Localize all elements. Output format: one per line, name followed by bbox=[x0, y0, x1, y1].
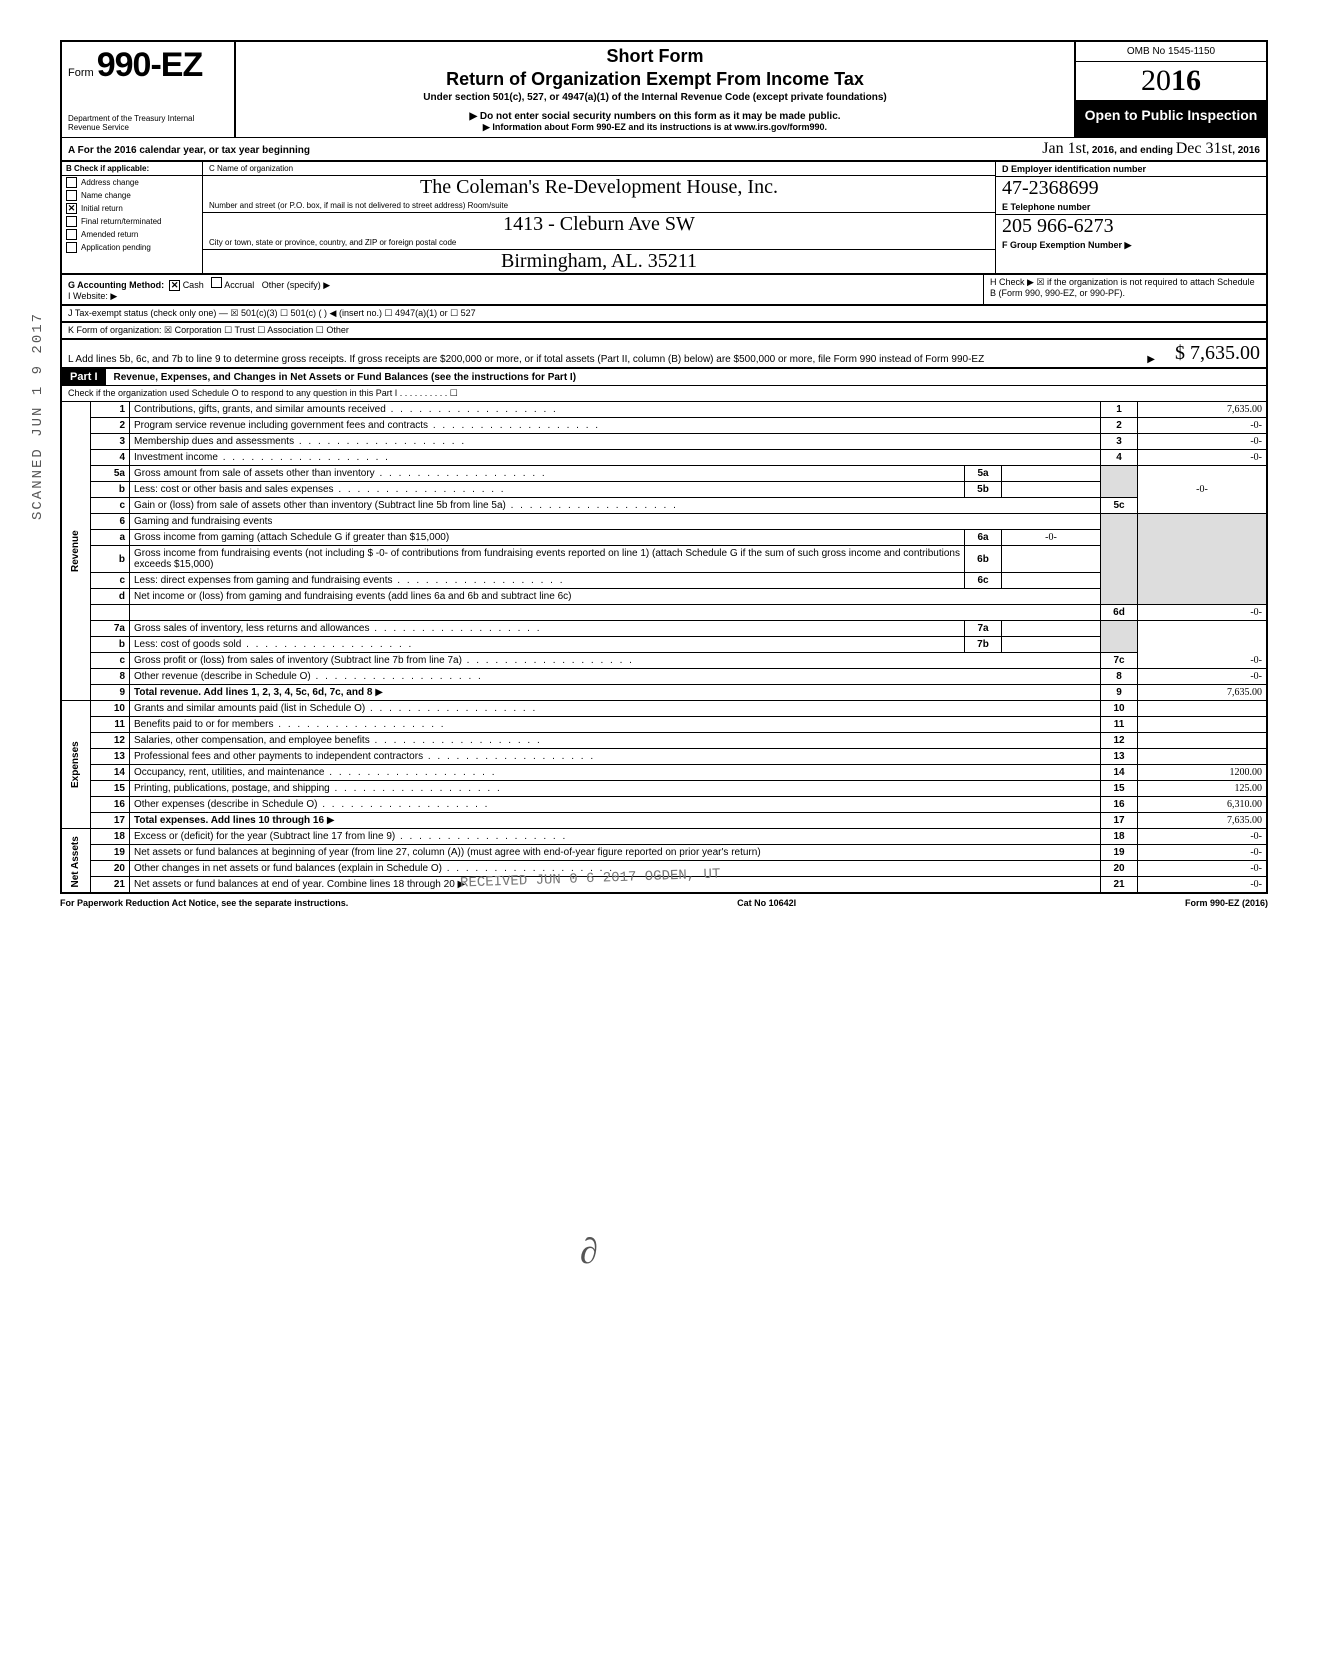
form-header: Form 990-EZ Department of the Treasury I… bbox=[60, 40, 1268, 137]
open-to-public: Open to Public Inspection bbox=[1076, 101, 1266, 137]
phone-label: E Telephone number bbox=[996, 200, 1266, 215]
check-final-return[interactable] bbox=[66, 216, 77, 227]
org-address: 1413 - Cleburn Ave SW bbox=[203, 213, 995, 236]
page-footer: For Paperwork Reduction Act Notice, see … bbox=[60, 894, 1268, 912]
under-section: Under section 501(c), 527, or 4947(a)(1)… bbox=[246, 92, 1064, 103]
org-city: Birmingham, AL. 35211 bbox=[203, 250, 995, 273]
row-h-schedule-b: H Check ▶ ☒ if the organization is not r… bbox=[983, 275, 1266, 304]
check-cash[interactable]: ✕ bbox=[169, 280, 180, 291]
omb-number: OMB No 1545-1150 bbox=[1076, 42, 1266, 62]
org-name: The Coleman's Re-Development House, Inc. bbox=[203, 176, 995, 199]
row-gh: G Accounting Method: ✕ Cash Accrual Othe… bbox=[60, 273, 1268, 304]
group-exemption-label: F Group Exemption Number ▶ bbox=[996, 238, 1266, 253]
check-amended[interactable] bbox=[66, 229, 77, 240]
row-a-tax-year: A For the 2016 calendar year, or tax yea… bbox=[60, 137, 1268, 160]
dept-treasury: Department of the Treasury Internal Reve… bbox=[68, 115, 228, 133]
cat-number: Cat No 10642I bbox=[737, 898, 796, 908]
ein-value: 47-2368699 bbox=[996, 177, 1266, 200]
ein-label: D Employer identification number bbox=[996, 162, 1266, 177]
row-j-tax-status: J Tax-exempt status (check only one) — ☒… bbox=[60, 304, 1268, 321]
check-initial-return[interactable]: ✕ bbox=[66, 203, 77, 214]
form-number: Form 990-EZ bbox=[68, 46, 228, 85]
form-ref: Form 990-EZ (2016) bbox=[1185, 898, 1268, 908]
return-title: Return of Organization Exempt From Incom… bbox=[246, 69, 1064, 90]
check-address-change[interactable] bbox=[66, 177, 77, 188]
row-k-org-form: K Form of organization: ☒ Corporation ☐ … bbox=[60, 321, 1268, 338]
row-l-gross-receipts: L Add lines 5b, 6c, and 7b to line 9 to … bbox=[60, 338, 1268, 367]
part1-title: Revenue, Expenses, and Changes in Net As… bbox=[106, 370, 1266, 385]
entity-info-grid: B Check if applicable: Address change Na… bbox=[60, 160, 1268, 273]
info-url: ▶ Information about Form 990-EZ and its … bbox=[246, 122, 1064, 133]
org-name-label: C Name of organization bbox=[203, 162, 995, 176]
netassets-side-label: Net Assets bbox=[61, 829, 91, 894]
phone-value: 205 966-6273 bbox=[996, 215, 1266, 238]
ssn-warning: ▶ Do not enter social security numbers o… bbox=[246, 111, 1064, 122]
part1-check-line: Check if the organization used Schedule … bbox=[60, 386, 1268, 401]
col-b-header: B Check if applicable: bbox=[62, 162, 202, 176]
expenses-side-label: Expenses bbox=[61, 701, 91, 829]
tax-year: 2016 bbox=[1076, 62, 1266, 101]
part1-label: Part I bbox=[62, 369, 106, 385]
paperwork-notice: For Paperwork Reduction Act Notice, see … bbox=[60, 898, 348, 908]
signature-mark: ∂ bbox=[580, 1230, 598, 1272]
check-accrual[interactable] bbox=[211, 277, 222, 288]
check-application-pending[interactable] bbox=[66, 242, 77, 253]
check-name-change[interactable] bbox=[66, 190, 77, 201]
revenue-side-label: Revenue bbox=[61, 402, 91, 701]
row-i-website: I Website: ▶ bbox=[68, 291, 117, 301]
scanned-stamp: SCANNED JUN 1 9 2017 bbox=[30, 312, 46, 520]
short-form-title: Short Form bbox=[246, 46, 1064, 67]
addr-label: Number and street (or P.O. box, if mail … bbox=[203, 199, 995, 213]
part1-lines-table: Revenue 1Contributions, gifts, grants, a… bbox=[60, 401, 1268, 894]
part1-header-row: Part I Revenue, Expenses, and Changes in… bbox=[60, 367, 1268, 386]
city-label: City or town, state or province, country… bbox=[203, 236, 995, 250]
